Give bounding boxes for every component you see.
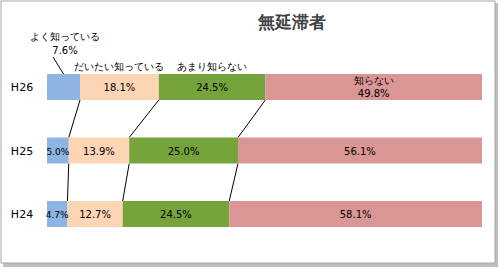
series-line <box>229 164 238 202</box>
category-label: H24 <box>11 208 33 221</box>
bar-segment <box>67 201 122 227</box>
frame <box>1 1 495 263</box>
data-label: 58.1% <box>340 209 372 220</box>
bar-segment <box>123 201 230 227</box>
bar-segment <box>129 138 238 164</box>
title: 無延滞者 <box>257 12 326 32</box>
data-label: 49.8% <box>358 88 390 99</box>
leader-line <box>53 57 64 74</box>
data-label: 13.9% <box>83 146 115 157</box>
series-name: よく知っている <box>30 31 100 42</box>
series-line <box>129 100 159 138</box>
chart: 無延滞者 H26 H25 H24 よく知っている 7.6% 5.0% 4.7% だいたい知ってい… <box>0 0 500 269</box>
series-name: だいたい知っている <box>74 61 164 72</box>
data-label: 7.6% <box>52 45 77 56</box>
data-label: 56.1% <box>344 146 376 157</box>
bar-segment <box>265 74 482 100</box>
series-line <box>67 164 68 202</box>
bar-segment <box>229 201 482 227</box>
series-line <box>69 100 80 138</box>
data-label: 5.0% <box>46 147 69 157</box>
data-label: 12.7% <box>79 209 111 220</box>
series-name: 知らない <box>354 75 394 86</box>
series-name: あまり知らない <box>177 61 247 72</box>
data-label: 24.5% <box>160 209 192 220</box>
category-label: H26 <box>11 81 33 94</box>
data-label: 24.5% <box>196 82 228 93</box>
bars <box>47 74 482 227</box>
data-label: 18.1% <box>104 82 136 93</box>
category-label: H25 <box>11 145 33 158</box>
bar-segment <box>238 138 482 164</box>
bar-segment <box>69 138 129 164</box>
bar-segment <box>47 74 80 100</box>
series-line <box>238 100 265 138</box>
bar-segment <box>80 74 159 100</box>
series-line <box>123 164 130 202</box>
data-label: 4.7% <box>46 210 69 220</box>
bar-segment <box>159 74 266 100</box>
data-label: 25.0% <box>168 146 200 157</box>
